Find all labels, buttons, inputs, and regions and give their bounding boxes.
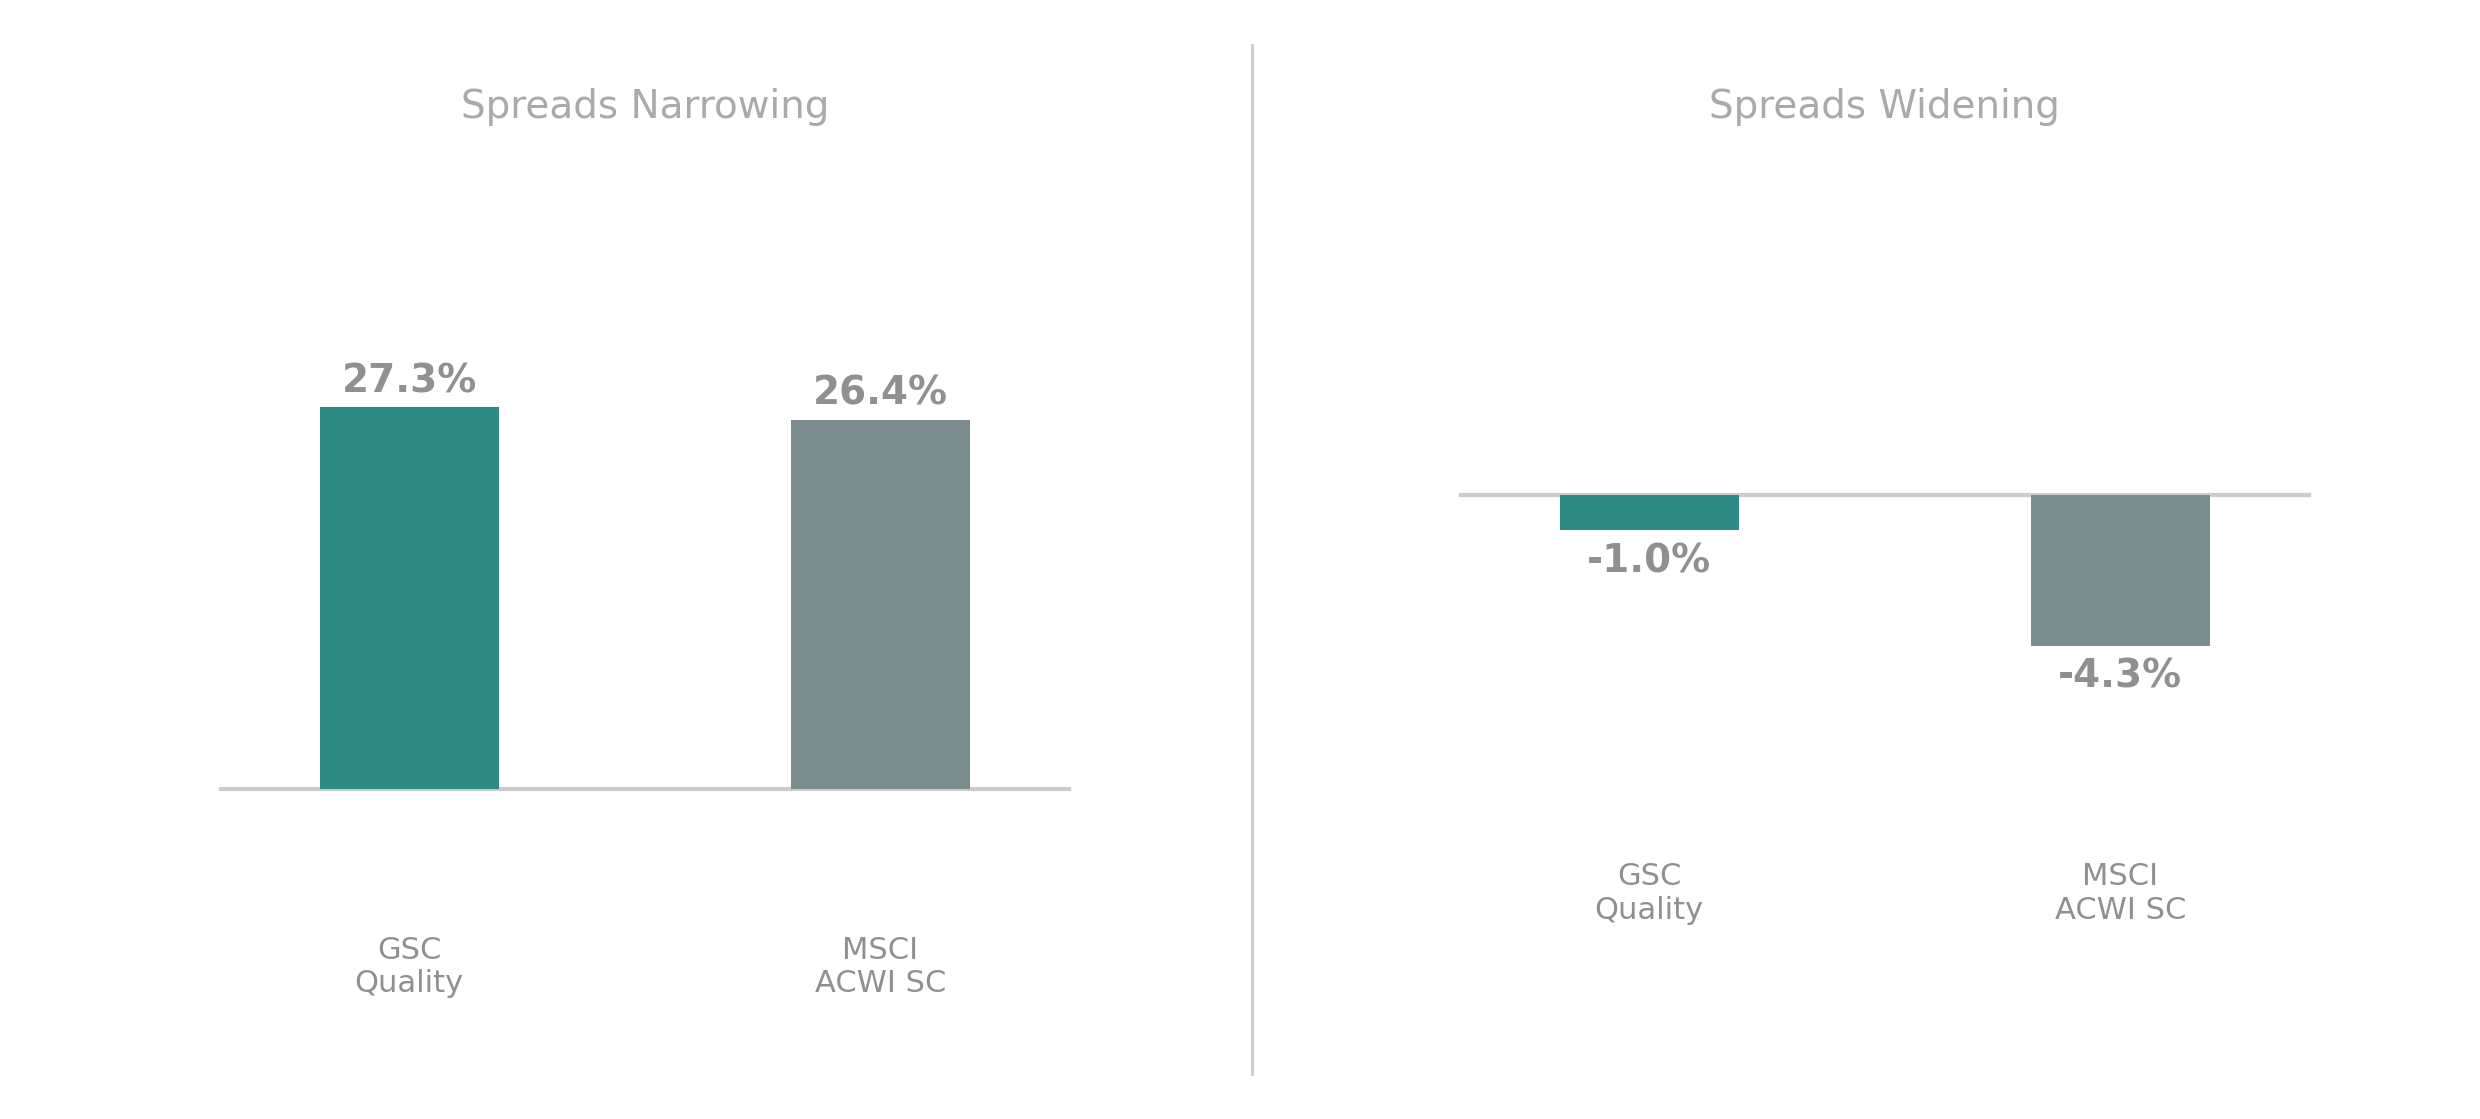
Bar bbox=[791, 420, 970, 789]
Title: Spreads Narrowing: Spreads Narrowing bbox=[461, 87, 828, 125]
Text: MSCI
ACWI SC: MSCI ACWI SC bbox=[2056, 863, 2185, 925]
Text: GSC
Quality: GSC Quality bbox=[1595, 863, 1704, 925]
Text: 26.4%: 26.4% bbox=[813, 375, 947, 413]
Text: -4.3%: -4.3% bbox=[2058, 658, 2182, 696]
Bar bbox=[2031, 495, 2210, 646]
Title: Spreads Widening: Spreads Widening bbox=[1709, 87, 2061, 125]
Bar bbox=[1560, 495, 1738, 530]
Bar bbox=[320, 407, 498, 789]
Text: 27.3%: 27.3% bbox=[342, 363, 476, 401]
Text: MSCI
ACWI SC: MSCI ACWI SC bbox=[816, 935, 945, 998]
Text: GSC
Quality: GSC Quality bbox=[355, 935, 464, 998]
Text: -1.0%: -1.0% bbox=[1587, 543, 1711, 581]
